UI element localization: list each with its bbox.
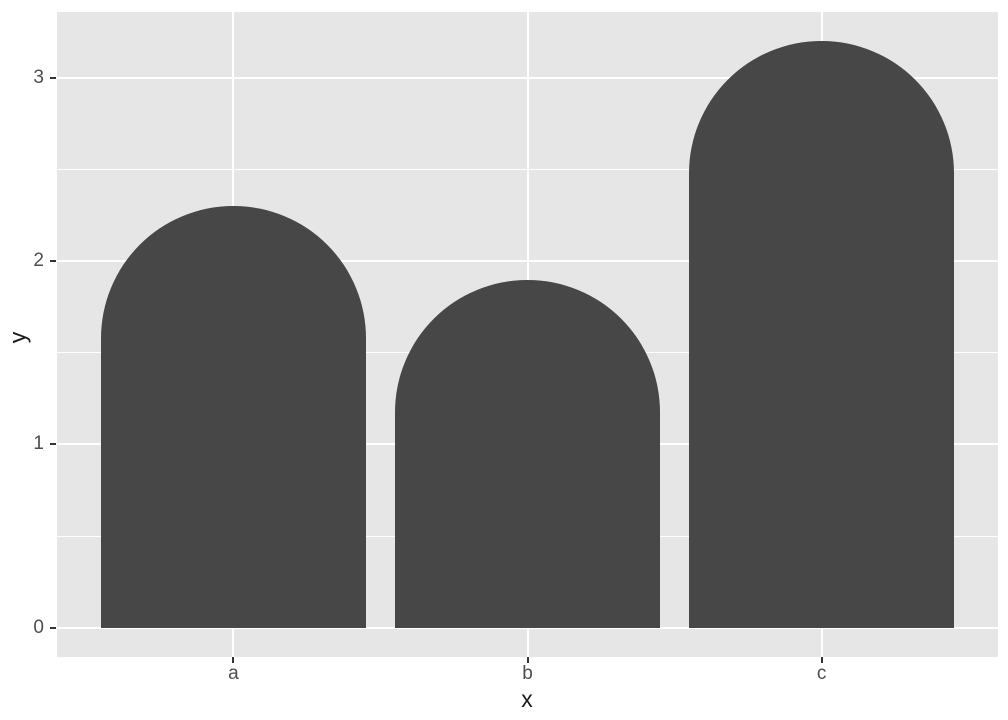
y-tick-label: 1 <box>33 433 44 455</box>
y-tick-label: 0 <box>33 616 44 638</box>
bar-b <box>395 279 660 628</box>
x-tick-mark <box>526 657 529 663</box>
plot-panel <box>57 12 998 657</box>
x-axis-title: x <box>521 686 533 712</box>
bar-c <box>689 41 954 628</box>
y-tick-mark <box>50 626 56 629</box>
y-tick-mark <box>50 443 56 446</box>
y-tick-label: 3 <box>33 66 44 88</box>
x-tick-label: c <box>816 663 827 684</box>
y-tick-label: 2 <box>33 250 44 272</box>
x-tick-label: a <box>228 663 239 684</box>
y-tick-mark <box>50 260 56 263</box>
y-axis-title: y <box>4 331 31 344</box>
x-tick-mark <box>820 657 823 663</box>
x-tick-mark <box>232 657 235 663</box>
bar-a <box>101 206 366 628</box>
y-tick-mark <box>50 76 56 79</box>
x-tick-label: b <box>522 663 533 684</box>
